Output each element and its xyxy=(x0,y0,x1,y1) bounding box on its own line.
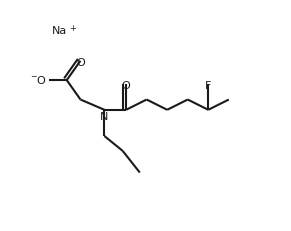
Text: $^{-}$O: $^{-}$O xyxy=(30,74,47,86)
Text: F: F xyxy=(205,81,212,91)
Text: N: N xyxy=(100,112,109,122)
Text: O: O xyxy=(122,81,130,91)
Text: O: O xyxy=(76,58,85,68)
Text: +: + xyxy=(69,24,76,33)
Text: Na: Na xyxy=(52,26,67,36)
